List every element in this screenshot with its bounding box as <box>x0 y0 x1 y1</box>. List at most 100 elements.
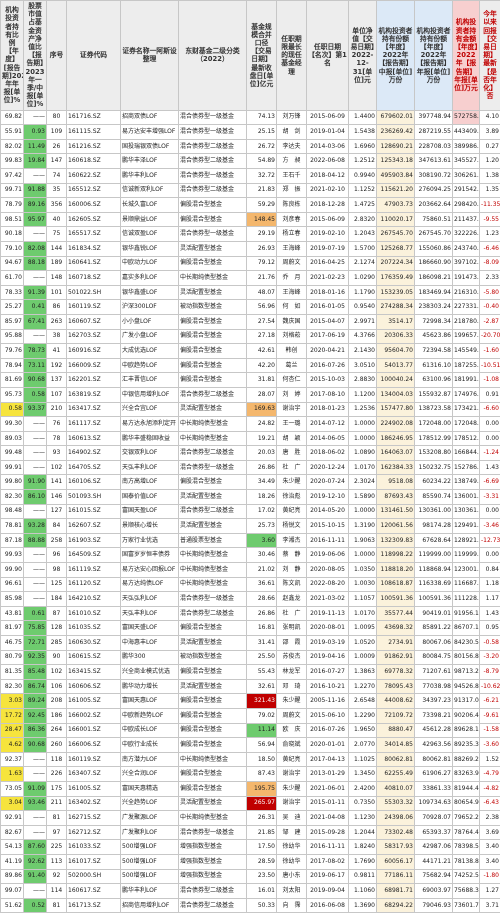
table-cell: 朱少醒 <box>277 694 307 709</box>
table-cell: 98.51 <box>1 212 24 227</box>
table-cell: 2015-06-10 <box>307 708 349 723</box>
table-cell: 78 <box>47 431 67 446</box>
table-cell: 264 <box>47 723 67 738</box>
column-header[interactable]: 东财基金二级分类（2022） <box>179 1 247 111</box>
table-cell: 161115.SZ <box>67 125 121 140</box>
table-cell: 偏股混合型基金 <box>179 708 247 723</box>
table-cell: 162605.SZ <box>67 212 121 227</box>
column-header[interactable]: 任职期限最长的现任基金经理 <box>277 1 307 111</box>
table-cell: 118868.94 <box>415 563 453 578</box>
table-cell: 28.66 <box>247 592 277 607</box>
table-cell: 89.03 <box>1 431 24 446</box>
table-cell: 混合债券型一级基金 <box>179 110 247 125</box>
table-cell: 174976.29 <box>453 387 480 402</box>
table-cell: 2019-01-04 <box>307 125 349 140</box>
table-cell: 1.43 <box>480 606 500 621</box>
table-cell: 216310.36 <box>453 285 480 300</box>
table-cell: 96 <box>47 548 67 563</box>
column-header[interactable]: 证券代码 <box>67 1 121 111</box>
column-header[interactable]: 序号 <box>47 1 67 111</box>
column-header[interactable]: 今年以来回报【交易日期】最新【是否年化】否 <box>480 1 500 111</box>
table-cell: 74252.53 <box>453 869 480 884</box>
table-cell: -1.60 <box>480 344 500 359</box>
column-header[interactable]: 股票市值占基金资产净值比【报告期】2023年一季/中报[单位]% <box>24 1 47 111</box>
table-cell: 92.35 <box>24 650 47 665</box>
table-cell: 145549.76 <box>453 344 480 359</box>
column-header[interactable]: 机构投资者持有比例【年度】[报告期]2022年年报[单位]% <box>1 1 24 111</box>
table-cell: 2018-06-02 <box>307 446 349 461</box>
table-cell: 0.00 <box>480 504 500 519</box>
table-cell: 95604.70 <box>377 344 415 359</box>
table-cell: 60056.17 <box>377 854 415 869</box>
table-cell: 张明凯 <box>277 621 307 636</box>
column-header[interactable]: 单位净值【交易日期】2022-12-31[单位]元 <box>349 1 377 111</box>
table-cell: 南方潜力LOF <box>121 752 179 767</box>
column-header[interactable]: 任职日期【名次】第1名 <box>307 1 349 111</box>
column-header[interactable]: 机构投资者持有份额【年度】2022年【报告期】中报[单位]万份 <box>377 1 415 111</box>
column-header[interactable]: 证券名称一阿斯设整理 <box>121 1 179 111</box>
column-header[interactable]: 机构投资者持有份额【年度】2022年【报告期】年报[单位]万份 <box>415 1 453 111</box>
table-cell: 2.8320 <box>349 212 377 227</box>
column-header[interactable]: 基金规模合并口径【交易日期】最新收盘日[单位]亿元 <box>247 1 277 111</box>
column-header[interactable]: 机构投资者持有金额【年度】2022年【报告期】年报[单位]万元 <box>453 1 480 111</box>
table-cell: —— <box>24 767 47 782</box>
table-cell: 1.20 <box>480 154 500 169</box>
table-cell: 1.0000 <box>349 431 377 446</box>
